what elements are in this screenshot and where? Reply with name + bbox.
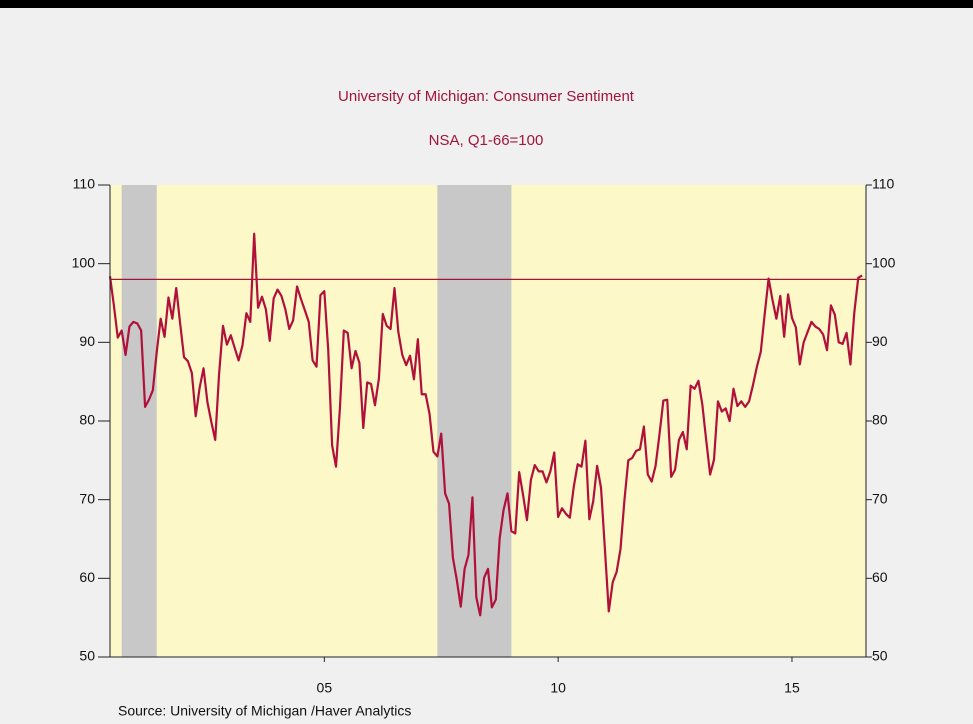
chart-title: University of Michigan: Consumer Sentime…: [338, 88, 635, 105]
y2-tick-label: 90: [872, 333, 888, 349]
y-tick-label: 110: [73, 176, 96, 192]
data-line: [108, 232, 863, 617]
source-note: Source: University of Michigan /Haver An…: [118, 703, 411, 719]
y-tick-label: 90: [79, 333, 95, 349]
y-tick-label: 50: [79, 648, 95, 664]
chart-subtitle: NSA, Q1-66=100: [429, 132, 544, 149]
y2-tick-label: 70: [872, 490, 888, 506]
x-tick-label: 15: [784, 680, 800, 696]
y2-tick-label: 100: [872, 254, 896, 270]
y-tick-label: 70: [79, 490, 95, 506]
recession-band: [121, 185, 157, 657]
y-tick-label: 80: [79, 412, 95, 428]
x-tick-label: 05: [317, 680, 333, 696]
y-tick-label: 100: [72, 254, 96, 270]
recession-band: [437, 185, 512, 657]
y2-tick-label: 110: [872, 176, 895, 192]
y-tick-label: 60: [79, 569, 95, 585]
y2-tick-label: 60: [872, 569, 888, 585]
y2-tick-label: 50: [872, 648, 888, 664]
y2-tick-label: 80: [872, 412, 888, 428]
x-tick-label: 10: [550, 680, 566, 696]
top-bar: [0, 0, 973, 8]
